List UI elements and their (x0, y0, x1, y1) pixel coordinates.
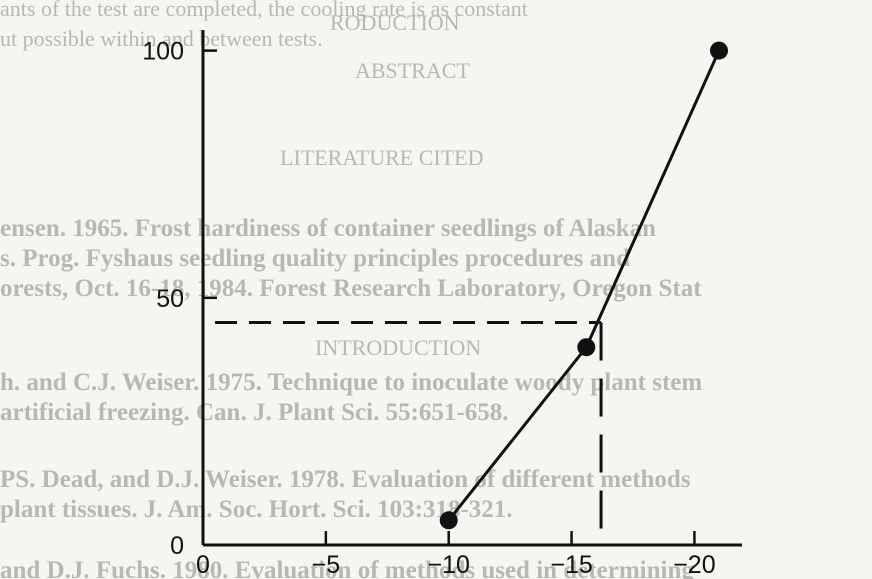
y-tick-label: 100 (142, 38, 184, 66)
bleed-line: INTRODUCTION (315, 335, 481, 360)
bleed-line: LITERATURE CITED (280, 145, 483, 170)
data-point (577, 338, 596, 357)
series-line (447, 49, 721, 522)
bleed-line: s. Prog. Fyshaus seedling quality princi… (0, 245, 630, 272)
bleed-line: PS. Dead, and D.J. Weiser. 1978. Evaluat… (0, 466, 691, 493)
x-tick-label: −15 (550, 551, 592, 579)
x-tick-label: −20 (673, 551, 715, 579)
data-marks (439, 41, 728, 530)
data-point (710, 41, 728, 60)
axes (201, 30, 742, 547)
bleed-line: RODUCTION (330, 10, 460, 35)
x-tick-label: −10 (428, 551, 470, 579)
x-tick-label: −5 (312, 551, 341, 579)
x-tick-label: 0 (196, 551, 210, 579)
bleed-line: ABSTRACT (355, 58, 470, 83)
annotations (215, 321, 603, 545)
y-tick-label: 0 (170, 532, 184, 560)
bleed-line: ensen. 1965. Frost hardiness of containe… (0, 215, 656, 242)
bleed-line: artificial freezing. Can. J. Plant Sci. … (0, 399, 508, 426)
y-tick-label: 50 (156, 285, 184, 313)
bleed-line: ants of the test are completed, the cool… (0, 0, 528, 21)
ticks: 0 −5 −10 −15 −20 0 50 100 (142, 38, 715, 579)
bleed-line: and D.J. Fuchs. 1980. Evaluation of meth… (0, 557, 694, 579)
bleed-line: h. and C.J. Weiser. 1975. Technique to i… (0, 369, 702, 396)
bleed-line: ut possible within and between tests. (0, 26, 323, 51)
bleed-line: orests, Oct. 16-18, 1984. Forest Researc… (0, 275, 702, 302)
data-point (439, 511, 458, 530)
bleed-line: plant tissues. J. Am. Soc. Hort. Sci. 10… (0, 496, 513, 523)
